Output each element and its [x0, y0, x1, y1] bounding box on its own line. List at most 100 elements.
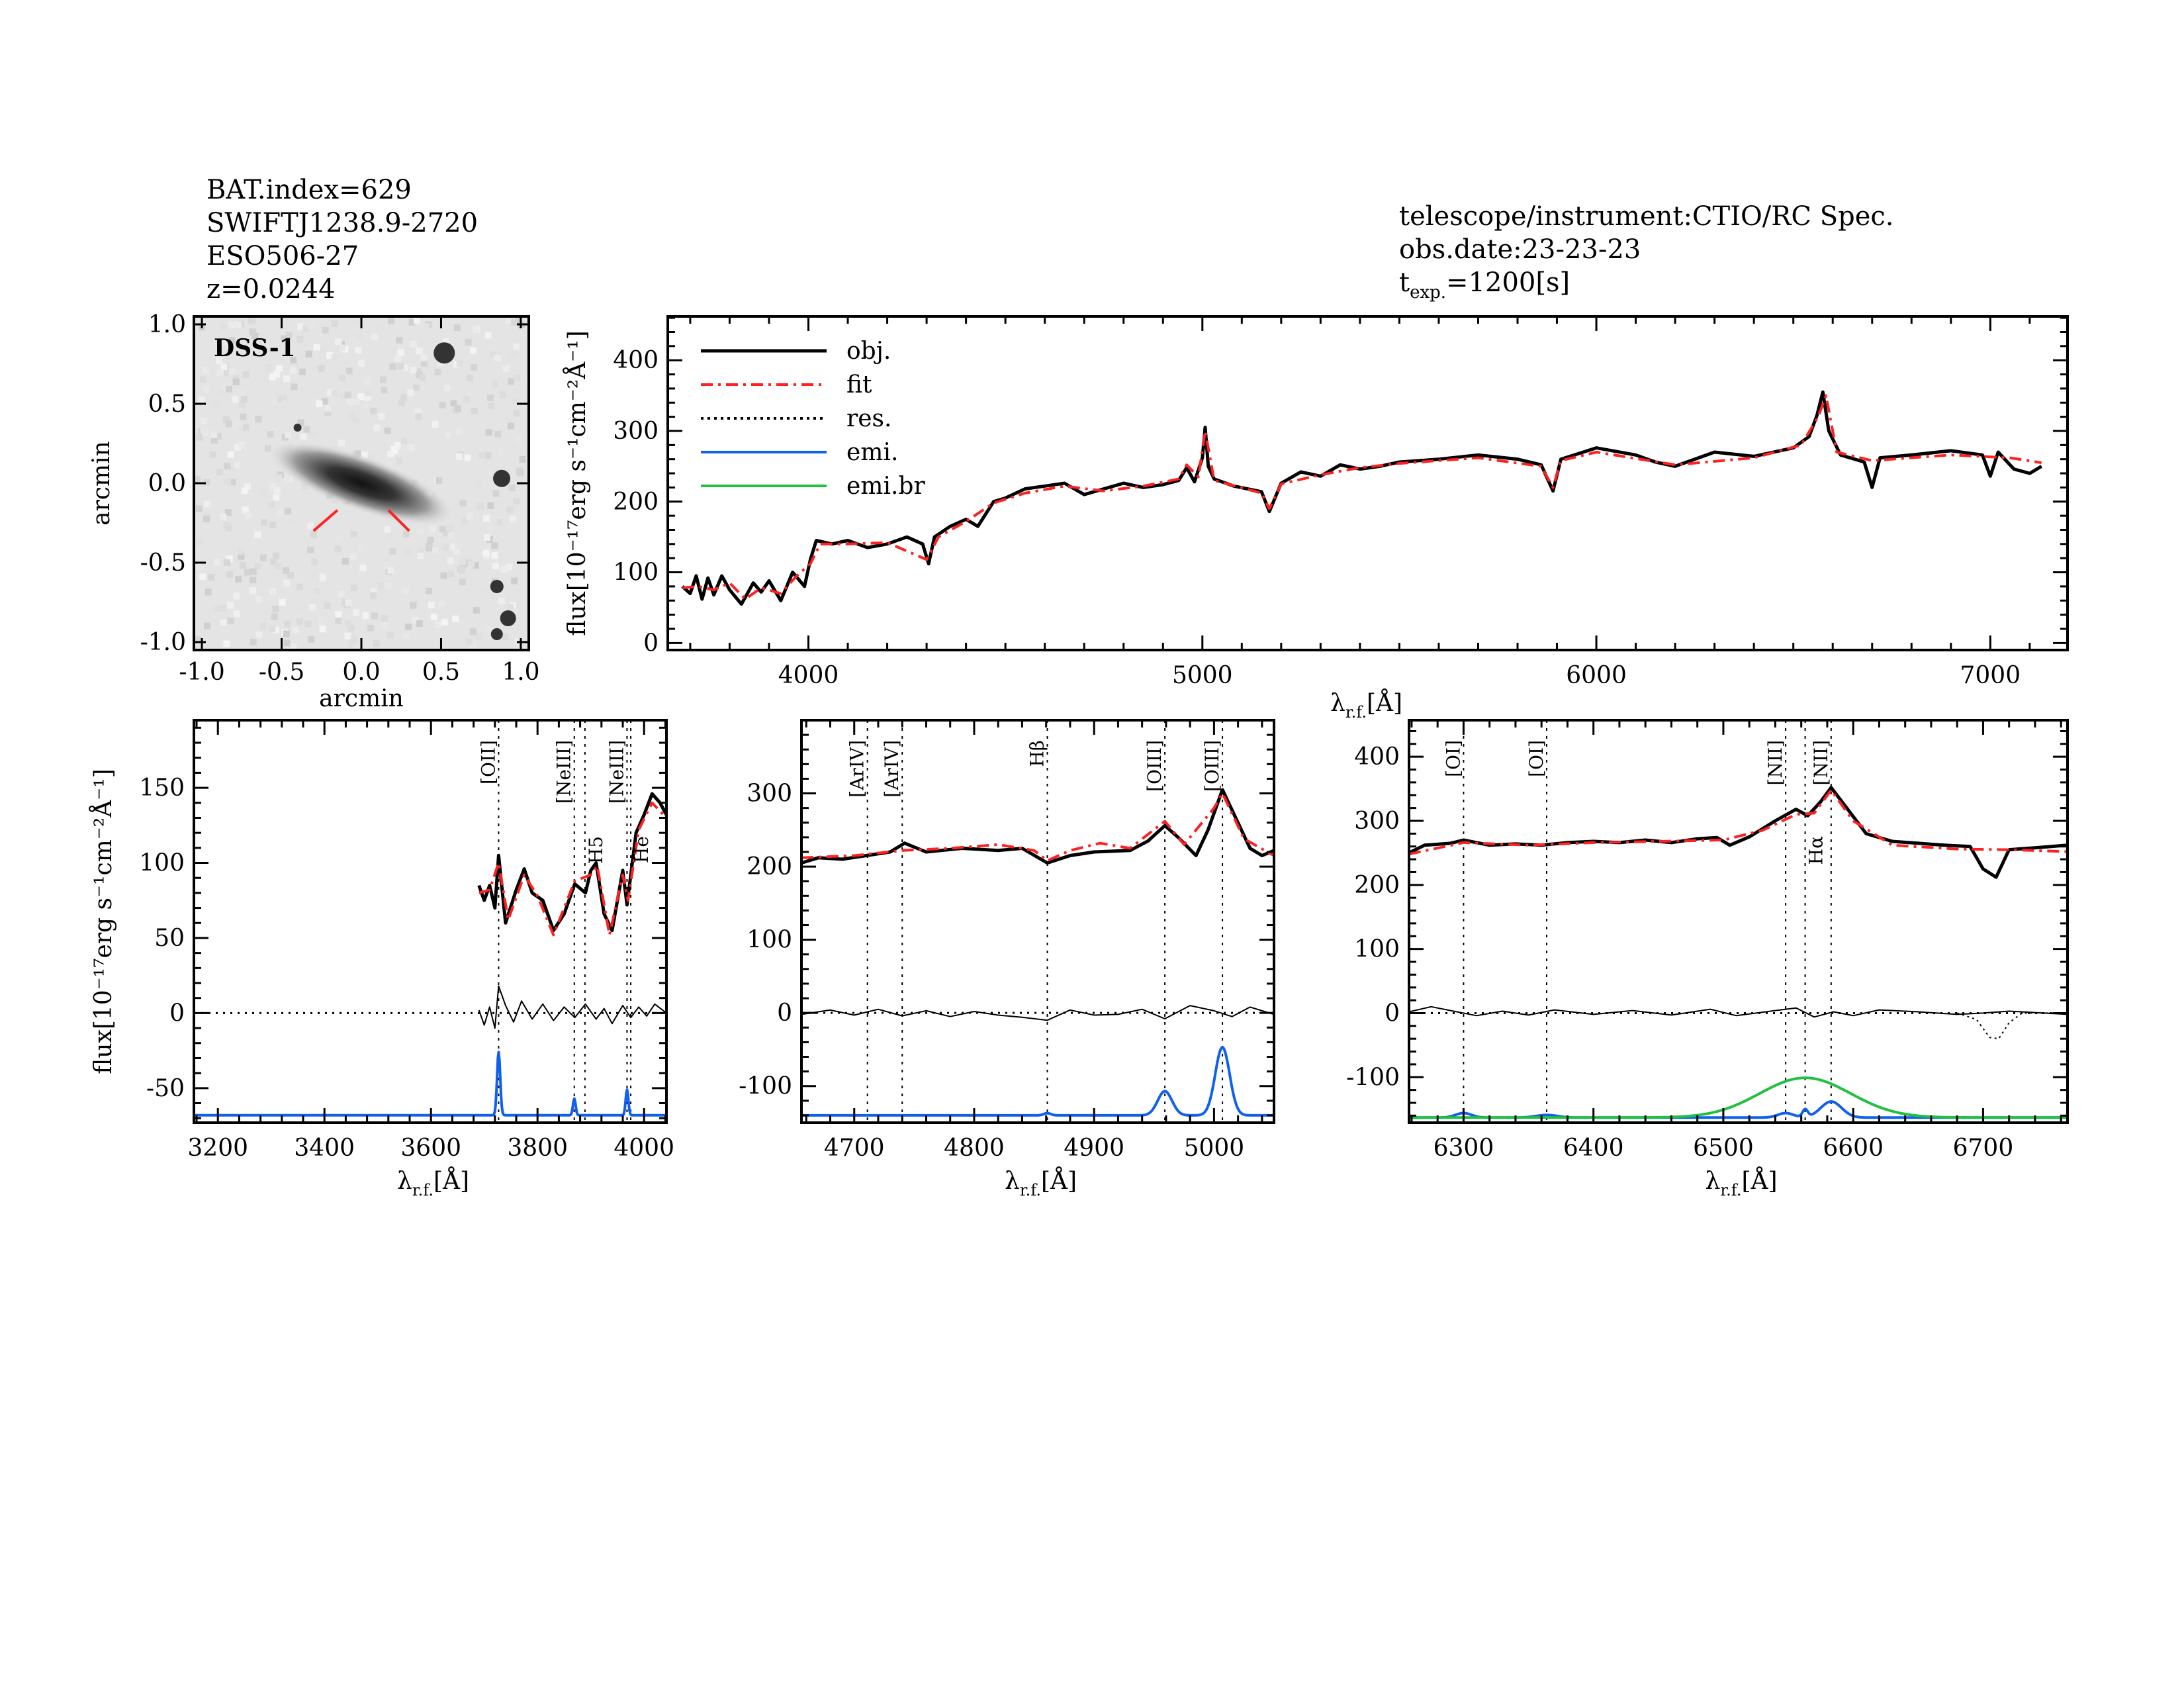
noise-pixel [463, 396, 470, 403]
noise-pixel [379, 376, 387, 383]
noise-pixel [475, 481, 482, 489]
noise-pixel [414, 368, 422, 375]
noise-pixel [226, 555, 233, 563]
noise-pixel [370, 588, 377, 595]
noise-pixel [519, 353, 526, 361]
noise-pixel [210, 437, 218, 444]
x-label-sub: r.f. [1720, 1181, 1741, 1199]
noise-pixel [449, 543, 457, 550]
noise-pixel [238, 389, 246, 397]
noise-pixel [397, 349, 404, 356]
noise-pixel [466, 638, 473, 645]
noise-pixel [225, 420, 232, 428]
obs-date: obs.date:23-23-23 [1399, 234, 1641, 265]
noise-pixel [506, 563, 513, 571]
noise-pixel [233, 592, 240, 600]
noise-pixel [344, 317, 351, 324]
noise-pixel [322, 326, 329, 334]
noise-pixel [284, 432, 291, 439]
noise-pixel [302, 325, 309, 332]
noise-pixel [203, 515, 210, 522]
noise-pixel [367, 624, 374, 632]
noise-pixel [271, 397, 278, 404]
noise-pixel [422, 323, 430, 330]
texp-main: t [1399, 267, 1410, 298]
noise-pixel [280, 393, 287, 400]
series-fit [682, 394, 2042, 601]
noise-pixel [400, 438, 408, 445]
noise-pixel [300, 433, 307, 440]
noise-pixel [384, 526, 391, 534]
y-tick-label: 200 [613, 489, 659, 516]
noise-pixel [238, 583, 245, 590]
series-res [478, 985, 666, 1029]
noise-pixel [428, 601, 435, 608]
noise-pixel [324, 602, 331, 609]
noise-pixel [283, 639, 291, 647]
noise-pixel [250, 577, 257, 584]
noise-pixel [292, 626, 299, 633]
noise-pixel [284, 620, 291, 628]
line-label: [OIII] [1201, 740, 1223, 792]
y-tick-label: 100 [613, 559, 659, 586]
noise-pixel [309, 430, 316, 438]
noise-pixel [484, 626, 492, 633]
noise-pixel [203, 386, 210, 393]
noise-pixel [204, 622, 211, 630]
noise-pixel [341, 598, 349, 606]
noise-pixel [456, 360, 463, 367]
noise-pixel [467, 512, 474, 520]
x-label-lambda: λ [1005, 1168, 1020, 1195]
noise-pixel [205, 588, 212, 596]
plot-area [681, 390, 2042, 606]
noise-pixel [402, 530, 410, 538]
star [293, 424, 302, 432]
noise-pixel [259, 622, 267, 630]
noise-pixel [401, 364, 408, 371]
noise-pixel [336, 536, 343, 543]
target-marker-right [387, 509, 410, 532]
noise-pixel [362, 402, 369, 409]
noise-pixel [470, 641, 477, 649]
noise-pixel [491, 552, 498, 559]
noise-pixel [408, 444, 415, 451]
star [490, 580, 504, 593]
y-tick-label: 400 [1354, 743, 1400, 771]
noise-pixel [373, 424, 381, 432]
x-tick-label: 6600 [1823, 1135, 1884, 1162]
noise-pixel [405, 623, 412, 630]
noise-pixel [376, 324, 383, 331]
y-tick-label: 300 [1354, 808, 1400, 835]
x-tick-label: -1.0 [179, 659, 224, 686]
noise-pixel [506, 316, 513, 324]
noise-pixel [487, 502, 494, 509]
noise-pixel [265, 363, 272, 371]
noise-pixel [507, 422, 514, 430]
noise-pixel [283, 630, 290, 637]
noise-pixel [442, 338, 449, 345]
axes-frame [666, 315, 2069, 651]
noise-pixel [311, 558, 318, 565]
noise-pixel [196, 434, 203, 441]
x-label-lambda: λ [1706, 1168, 1721, 1195]
noise-pixel [197, 563, 204, 571]
y-tick-label: 100 [139, 850, 185, 877]
noise-pixel [316, 400, 323, 407]
noise-pixel [513, 498, 520, 505]
noise-pixel [425, 587, 432, 594]
noise-pixel [216, 369, 224, 376]
noise-pixel [446, 524, 453, 531]
noise-pixel [319, 573, 326, 581]
noise-pixel [502, 365, 510, 373]
series-resdotted [1956, 1012, 2068, 1040]
noise-pixel [489, 350, 496, 357]
noise-pixel [510, 318, 518, 326]
noise-pixel [255, 416, 262, 423]
noise-pixel [362, 612, 369, 619]
noise-pixel [389, 547, 396, 555]
x-axis-label: arcmin [319, 685, 404, 712]
noise-pixel [248, 317, 255, 324]
noise-pixel [468, 561, 475, 568]
noise-pixel [465, 338, 472, 346]
noise-pixel [450, 400, 457, 407]
